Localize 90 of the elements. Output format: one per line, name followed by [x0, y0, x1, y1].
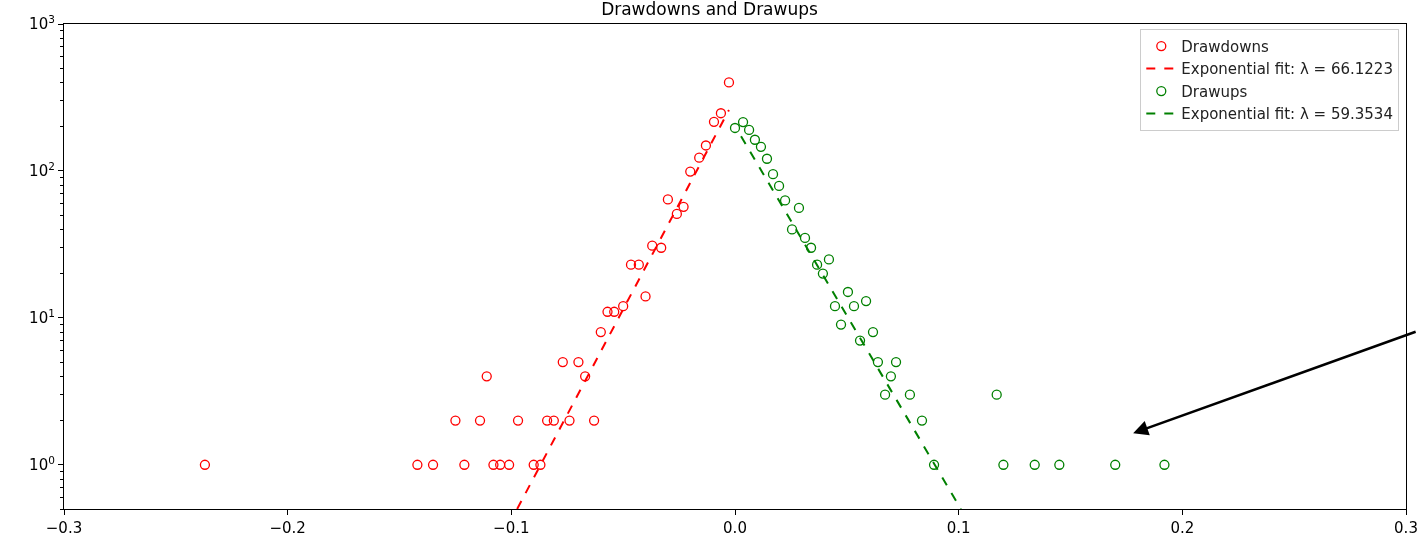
- point: [412, 459, 423, 470]
- point: [685, 166, 696, 177]
- point: [541, 415, 553, 426]
- point: [848, 301, 860, 312]
- point: [656, 242, 667, 253]
- point: [595, 326, 606, 338]
- point: [548, 415, 559, 426]
- point: [528, 459, 539, 470]
- y-tick-label: 10$^{1}$: [29, 306, 55, 328]
- point: [579, 371, 591, 382]
- point: [723, 77, 735, 88]
- point: [773, 180, 785, 192]
- point: [647, 240, 658, 251]
- point: [805, 242, 817, 253]
- x-tick-label: −0.3: [45, 519, 83, 538]
- point: [495, 459, 506, 470]
- legend-label: Exponential fit: λ = 59.3534: [1181, 105, 1393, 124]
- point: [474, 415, 486, 426]
- point: [1159, 459, 1170, 470]
- x-tick-label: 0.1: [946, 519, 971, 538]
- point: [564, 415, 575, 426]
- point: [1054, 459, 1065, 470]
- point: [860, 295, 872, 307]
- point: [199, 459, 211, 470]
- x-tick-label: 0.0: [723, 519, 747, 538]
- legend-label: Exponential fit: λ = 66.1223: [1181, 60, 1393, 79]
- point: [779, 195, 791, 206]
- x-tick-label: −0.1: [493, 519, 530, 538]
- chart-title: Drawdowns and Drawups: [601, 0, 819, 19]
- point: [793, 202, 805, 214]
- point: [459, 459, 470, 470]
- point: [872, 356, 884, 368]
- point: [823, 254, 835, 265]
- y-tick-label: 10$^{3}$: [29, 12, 55, 34]
- point: [573, 356, 584, 368]
- point: [715, 108, 727, 119]
- y-tick-label: 10$^{2}$: [29, 159, 55, 181]
- point: [817, 268, 829, 279]
- point: [662, 194, 674, 205]
- legend-label: Drawdowns: [1181, 37, 1269, 56]
- point: [503, 459, 515, 470]
- point: [609, 306, 620, 317]
- point: [708, 116, 720, 127]
- point: [799, 232, 811, 244]
- point: [450, 415, 461, 426]
- point: [1029, 459, 1040, 470]
- point: [854, 335, 866, 346]
- point: [749, 134, 761, 145]
- point: [916, 415, 928, 426]
- x-tick-label: −0.2: [269, 519, 306, 538]
- point: [640, 291, 651, 302]
- legend-label: Drawups: [1181, 82, 1248, 101]
- x-tick-label: 0.3: [1394, 519, 1418, 538]
- point: [879, 389, 891, 400]
- point: [633, 259, 644, 270]
- point: [890, 356, 902, 368]
- point: [761, 153, 773, 164]
- point: [737, 116, 749, 128]
- x-tick-label: 0.2: [1170, 519, 1195, 538]
- point: [928, 459, 940, 470]
- point: [427, 459, 439, 470]
- point: [488, 459, 499, 470]
- point: [811, 259, 823, 270]
- point: [481, 371, 492, 382]
- point: [842, 286, 854, 298]
- point: [618, 301, 629, 312]
- point: [671, 208, 682, 220]
- point: [588, 415, 600, 426]
- point: [1110, 459, 1121, 470]
- point: [786, 224, 798, 235]
- y-tick-label: 10$^{0}$: [29, 453, 55, 475]
- point: [835, 319, 847, 330]
- point: [625, 259, 637, 270]
- point: [998, 459, 1009, 470]
- point: [904, 389, 916, 400]
- point: [867, 326, 879, 338]
- point: [991, 389, 1002, 400]
- point: [755, 141, 767, 152]
- point: [700, 140, 712, 151]
- point: [535, 459, 546, 470]
- point: [694, 152, 705, 163]
- point: [767, 169, 779, 180]
- point: [729, 122, 741, 134]
- point: [743, 124, 755, 136]
- point: [557, 356, 568, 368]
- point: [885, 371, 897, 382]
- point: [678, 201, 689, 212]
- point: [602, 306, 613, 317]
- point: [512, 415, 524, 426]
- point: [829, 301, 841, 312]
